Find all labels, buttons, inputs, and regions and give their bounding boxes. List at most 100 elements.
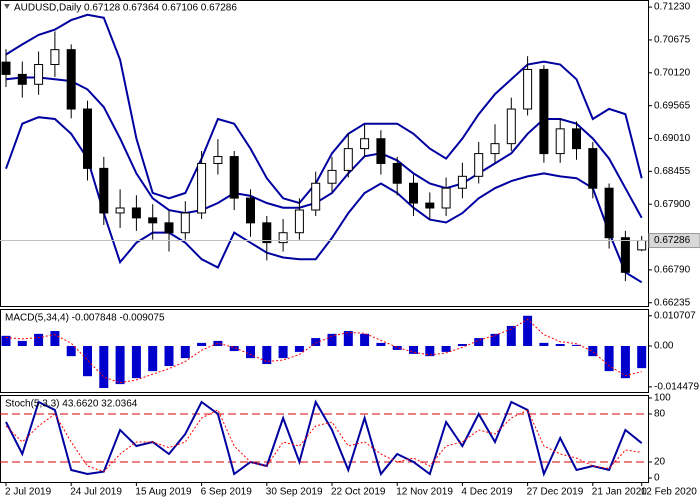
macd-bar [1, 335, 11, 346]
macd-bar [523, 315, 533, 346]
candle-body [360, 138, 370, 150]
candle-body [392, 162, 402, 184]
macd-bar [555, 344, 565, 346]
candle-body [115, 207, 125, 214]
macd-panel [0, 309, 649, 393]
macd-bar [425, 345, 435, 357]
candle-body [180, 212, 190, 234]
candle-body [441, 187, 451, 209]
y-tick-label: 0.66790 [654, 265, 691, 276]
candle-body [457, 175, 467, 189]
candle-body [620, 237, 630, 273]
last-price-box [648, 233, 700, 249]
candle-body [1, 61, 11, 75]
x-tick-label: 12 Feb 2020 [641, 487, 698, 498]
y-tick-label: 0.66235 [654, 297, 691, 308]
candle-body [197, 162, 207, 214]
x-tick-label: 6 Sep 2019 [201, 487, 253, 498]
x-tick-label: 24 Jul 2019 [70, 487, 122, 498]
macd-bar [376, 342, 386, 346]
x-tick-label: 12 Nov 2019 [396, 487, 453, 498]
candle-body [604, 187, 614, 239]
candle-body [164, 222, 174, 234]
macd-bar [131, 345, 141, 379]
macd-bar [246, 345, 255, 359]
macd-bar [457, 344, 467, 346]
macd-bar [539, 342, 549, 346]
x-tick-label: 2 Jul 2019 [5, 487, 52, 498]
macd-bar [115, 345, 125, 385]
x-tick-label: 27 Dec 2019 [527, 487, 584, 498]
candle-body [99, 167, 109, 214]
macd-bar [572, 344, 581, 346]
y-tick-label: 0.69010 [654, 133, 691, 144]
stoch-panel [0, 395, 649, 483]
last-price-label: 0.67286 [654, 235, 691, 246]
macd-bar [213, 340, 223, 346]
candle-body [34, 64, 44, 85]
y-tick-label: 80 [654, 409, 666, 420]
candle-body [66, 49, 76, 110]
y-tick-label: 0.00 [654, 341, 674, 352]
candle-body [278, 232, 288, 244]
macd-bar [311, 338, 321, 346]
stoch-title: Stoch(5,3,3) 43.6620 32.0364 [5, 399, 138, 410]
macd-bar [229, 345, 239, 352]
macd-bar [506, 325, 516, 346]
macd-bar [17, 340, 27, 346]
candle-body [555, 128, 565, 155]
band-line [5, 13, 643, 205]
macd-bar [360, 333, 370, 346]
candle-body [376, 138, 386, 164]
y-tick-label: 0.70120 [654, 67, 691, 78]
y-tick-label: 20 [654, 457, 666, 468]
candle-body [50, 49, 60, 66]
candle-body [490, 143, 500, 155]
candle-body [131, 207, 141, 219]
y-tick-label: 0.67900 [654, 199, 691, 210]
macd-bar [164, 345, 174, 367]
y-tick-label: 0.71230 [654, 2, 691, 13]
candle-body [425, 202, 435, 209]
macd-bar [327, 333, 337, 346]
y-tick-label: 0.68455 [654, 166, 691, 177]
macd-bar [197, 342, 207, 346]
y-tick-label: 0.010707 [654, 310, 696, 321]
x-tick-label: 21 Jan 2020 [592, 487, 647, 498]
candle-body [409, 182, 418, 204]
y-tick-label: 0 [654, 473, 660, 484]
macd-bar [278, 345, 288, 359]
macd-bar [50, 331, 60, 346]
y-tick-label: 0.69565 [654, 100, 691, 111]
candle-body [311, 182, 321, 211]
macd-title: MACD(5,34,4) -0.007848 -0.009075 [5, 313, 165, 324]
macd-bar [441, 345, 451, 352]
symbol-icon [4, 4, 10, 9]
macd-bar [474, 338, 484, 346]
macd-bar [588, 345, 598, 357]
macd-bar [180, 345, 190, 359]
macd-bar [343, 331, 353, 346]
macd-bar [66, 345, 76, 357]
macd-bar [490, 333, 500, 346]
macd-bar [99, 345, 109, 389]
y-tick-label: -0.014479 [654, 381, 699, 392]
candle-body [506, 108, 516, 145]
candle-body [83, 108, 92, 169]
x-tick-label: 15 Aug 2019 [135, 487, 192, 498]
macd-bar [392, 345, 402, 350]
candle-body [572, 128, 581, 150]
price-title: AUDUSD,Daily 0.67128 0.67364 0.67106 0.6… [14, 3, 237, 14]
candle-body [17, 73, 27, 85]
x-tick-label: 4 Dec 2019 [461, 487, 513, 498]
candle-body [588, 148, 598, 189]
macd-bar [604, 345, 614, 372]
candle-body [262, 222, 272, 244]
macd-bar [409, 345, 418, 354]
candle-body [213, 156, 223, 164]
band-line [5, 76, 643, 219]
candle-body [246, 197, 255, 224]
band-line [5, 116, 643, 284]
macd-bar [294, 345, 304, 352]
